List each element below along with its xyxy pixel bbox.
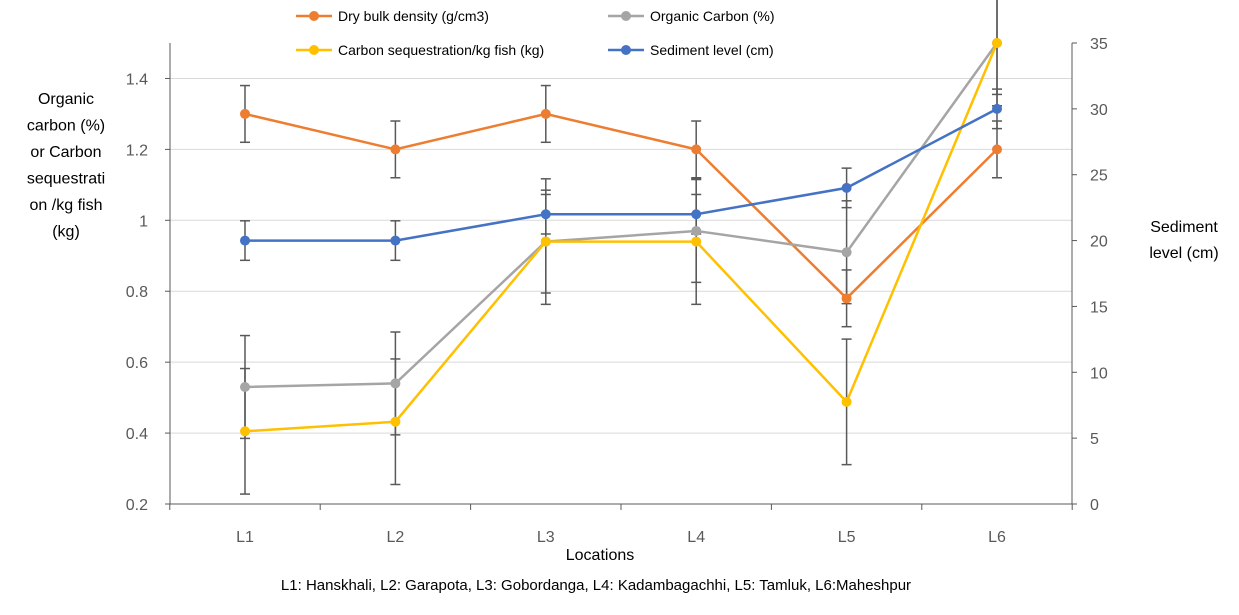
x-tick-label: L2 bbox=[387, 529, 405, 546]
y2-tick-label: 10 bbox=[1090, 365, 1108, 382]
y-tick-label: 1.4 bbox=[126, 71, 148, 88]
y-axis-title-line: Organic bbox=[38, 91, 94, 108]
axes bbox=[165, 42, 1077, 510]
legend-label: Sediment level (cm) bbox=[650, 42, 774, 58]
x-tick-label: L4 bbox=[687, 529, 705, 546]
legend: Dry bulk density (g/cm3) Organic Carbon (… bbox=[296, 8, 775, 58]
data-point bbox=[992, 38, 1002, 48]
axis-titles: Locations L1: Hanskhali, L2: Garapota, L… bbox=[27, 91, 1219, 594]
data-series bbox=[240, 38, 1002, 437]
y2-tick-label: 15 bbox=[1090, 299, 1108, 316]
x-axis-title: Locations bbox=[566, 547, 635, 564]
y-axis-title-line: or Carbon bbox=[30, 144, 101, 161]
data-point bbox=[992, 103, 1002, 114]
y2-tick-label: 5 bbox=[1090, 431, 1099, 448]
data-point bbox=[390, 416, 401, 427]
y-tick-label: 0.2 bbox=[126, 497, 148, 514]
x-tick-label: L3 bbox=[537, 529, 555, 546]
error-bars bbox=[240, 0, 1002, 495]
data-point bbox=[240, 426, 250, 437]
y2-axis-title: Sediment level (cm) bbox=[1149, 219, 1218, 262]
legend-swatch-marker bbox=[621, 11, 631, 21]
y-axis-title: Organic carbon (%) or Carbon sequestrati on … bbox=[27, 91, 105, 241]
data-point bbox=[841, 247, 852, 258]
data-point bbox=[540, 108, 551, 119]
gridlines bbox=[170, 77, 1072, 434]
y2-axis-title-line: Sediment bbox=[1150, 219, 1218, 236]
series-line bbox=[244, 42, 999, 389]
data-point bbox=[841, 182, 852, 193]
data-point bbox=[240, 381, 250, 392]
y2-tick-label: 35 bbox=[1090, 36, 1108, 53]
y-axis-title-line: (kg) bbox=[52, 224, 80, 241]
data-point bbox=[841, 293, 852, 304]
y-axis-title-line: on /kg fish bbox=[30, 197, 103, 214]
y-tick-label: 0.6 bbox=[126, 355, 148, 372]
y-tick-label: 0.4 bbox=[126, 426, 148, 443]
data-point bbox=[841, 396, 852, 407]
y-axis-title-line: sequestrati bbox=[27, 171, 105, 188]
series-line bbox=[244, 112, 998, 301]
data-point bbox=[992, 144, 1002, 155]
y2-tick-label: 20 bbox=[1090, 234, 1108, 251]
data-point bbox=[540, 236, 551, 247]
location-footnote: L1: Hanskhali, L2: Garapota, L3: Goborda… bbox=[281, 577, 911, 594]
y-tick-label: 1 bbox=[139, 213, 148, 230]
legend-label: Organic Carbon (%) bbox=[650, 8, 775, 24]
x-tick-label: L6 bbox=[988, 529, 1006, 546]
data-point bbox=[390, 235, 401, 246]
y2-tick-label: 25 bbox=[1090, 168, 1108, 185]
legend-label: Dry bulk density (g/cm3) bbox=[338, 8, 489, 24]
x-tick-label: L5 bbox=[838, 529, 856, 546]
y2-axis-title-line: level (cm) bbox=[1149, 245, 1218, 262]
data-point bbox=[691, 236, 702, 247]
data-point bbox=[691, 209, 702, 220]
series-line bbox=[244, 42, 999, 433]
data-point bbox=[390, 378, 401, 389]
x-tick-label: L1 bbox=[236, 529, 254, 546]
y2-tick-label: 0 bbox=[1090, 497, 1099, 514]
legend-swatch-marker bbox=[309, 45, 319, 55]
data-point bbox=[540, 209, 551, 220]
y2-tick-label: 30 bbox=[1090, 102, 1108, 119]
legend-swatch-marker bbox=[309, 11, 319, 21]
tick-labels: 0.2 0.4 0.6 0.8 1 1.2 1.4 0 5 10 15 20 25 30 35 L1 L2 L3 L… bbox=[126, 36, 1108, 546]
data-point bbox=[240, 235, 250, 246]
legend-swatch-marker bbox=[621, 45, 631, 55]
y-tick-label: 1.2 bbox=[126, 142, 148, 159]
data-point bbox=[691, 144, 702, 155]
y-axis-title-line: carbon (%) bbox=[27, 118, 105, 135]
data-point bbox=[691, 225, 702, 236]
data-point bbox=[240, 108, 250, 119]
data-point bbox=[390, 144, 401, 155]
legend-label: Carbon sequestration/kg fish (kg) bbox=[338, 42, 544, 58]
y-tick-label: 0.8 bbox=[126, 284, 148, 301]
series-line bbox=[245, 107, 998, 242]
